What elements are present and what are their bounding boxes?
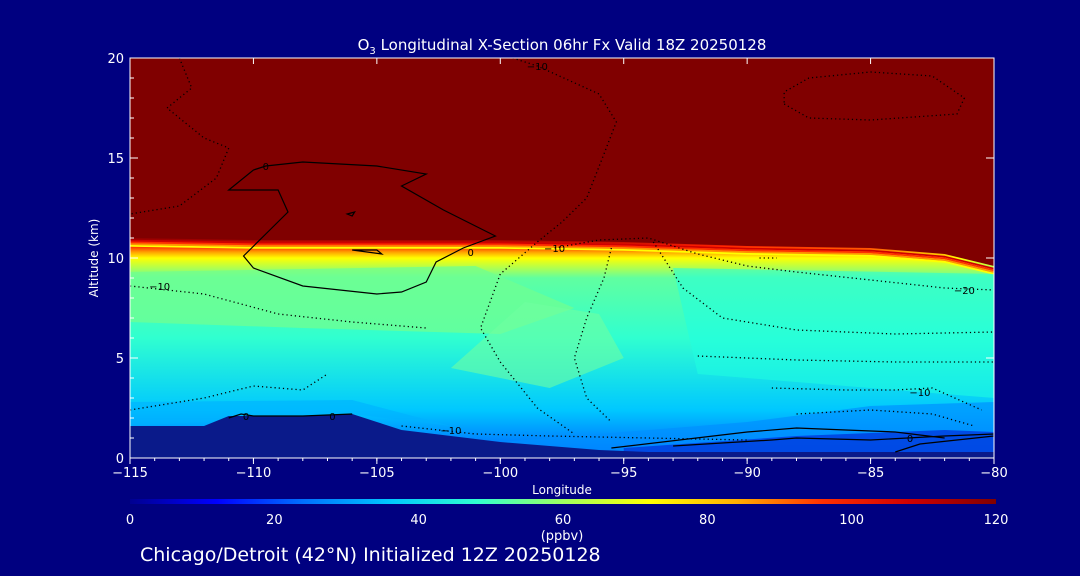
contour-line-zero bbox=[895, 435, 994, 453]
x-tick-label: −80 bbox=[980, 466, 1007, 481]
contour-label: 0 bbox=[243, 412, 249, 423]
x-tick-label: −95 bbox=[610, 466, 637, 481]
contour-label: −10 bbox=[527, 62, 548, 73]
x-tick-label: −110 bbox=[236, 466, 272, 481]
colorbar-tick-label: 80 bbox=[699, 513, 716, 528]
y-tick-label: 20 bbox=[107, 52, 124, 67]
x-tick-label: −90 bbox=[733, 466, 760, 481]
title-subscript: 3 bbox=[369, 46, 375, 57]
colorbar-tick-label: 0 bbox=[126, 513, 134, 528]
x-tick-label: −115 bbox=[112, 466, 148, 481]
contour-label: −10 bbox=[149, 282, 170, 293]
colorbar-tick-label: 40 bbox=[410, 513, 427, 528]
title-main: O bbox=[358, 36, 370, 54]
contour-label: −10 bbox=[544, 244, 565, 255]
contour-label: 0 bbox=[907, 434, 913, 445]
y-tick-label: 5 bbox=[116, 352, 124, 367]
x-tick-label: −100 bbox=[482, 466, 518, 481]
colorbar-tick-label: 60 bbox=[555, 513, 572, 528]
contour-line-negative bbox=[130, 373, 328, 411]
tropopause-band bbox=[130, 241, 994, 272]
contour-line-negative bbox=[783, 71, 966, 121]
contour-line-zero bbox=[228, 413, 353, 419]
y-tick-label: 10 bbox=[107, 252, 124, 267]
title-rest: Longitudinal X-Section 06hr Fx Valid 18Z… bbox=[376, 36, 767, 54]
contour-line-negative bbox=[652, 241, 994, 335]
contour-label: −20 bbox=[954, 286, 975, 297]
contour-line-zero bbox=[345, 211, 356, 217]
stratosphere-region bbox=[130, 58, 994, 266]
colorbar-unit: (ppbv) bbox=[541, 529, 584, 544]
ozone-patch-green bbox=[450, 302, 624, 388]
colorbar-ticks: 0 20 40 60 80 100 120 bbox=[126, 513, 1009, 528]
contour-line-negative bbox=[796, 409, 975, 427]
contour-line-zero bbox=[673, 433, 994, 447]
tropopause-band bbox=[130, 244, 994, 275]
contour-label: 0 bbox=[467, 248, 473, 259]
contour-lines bbox=[130, 58, 994, 453]
plot-area: −10 0 0 −10 −10 −20 −10 0 0 −10 0 bbox=[130, 58, 994, 458]
contour-label: 0 bbox=[263, 162, 269, 173]
ozone-patch-lowblue bbox=[130, 400, 451, 426]
x-tick-label: −85 bbox=[857, 466, 884, 481]
tropopause-band bbox=[130, 243, 994, 273]
contour-line-negative bbox=[479, 58, 618, 435]
footer-caption: Chicago/Detroit (42°N) Initialized 12Z 2… bbox=[140, 544, 601, 566]
colorbar-tick-label: 100 bbox=[839, 513, 864, 528]
contour-line-negative bbox=[573, 247, 613, 423]
colorbar-tick-label: 20 bbox=[266, 513, 283, 528]
x-axis-title: Longitude bbox=[532, 483, 592, 497]
x-tick-label: −105 bbox=[359, 466, 395, 481]
contour-line-zero bbox=[352, 249, 384, 255]
tropopause-band bbox=[130, 239, 994, 270]
ozone-patches bbox=[130, 239, 994, 458]
ozone-patch-darkblue bbox=[623, 430, 994, 458]
contour-line-zero bbox=[611, 427, 945, 449]
contour-label: −10 bbox=[909, 388, 930, 399]
y-tick-label: 15 bbox=[107, 152, 124, 167]
ozone-patch-green bbox=[130, 266, 575, 334]
chart-title: O3 Longitudinal X-Section 06hr Fx Valid … bbox=[358, 36, 767, 57]
ozone-patch-cyan bbox=[673, 268, 994, 398]
contour-label: −10 bbox=[440, 426, 461, 437]
colorbar-tick-label: 120 bbox=[984, 513, 1009, 528]
contour-labels: −10 0 0 −10 −10 −20 −10 0 0 −10 0 bbox=[149, 62, 975, 445]
y-tick-label: 0 bbox=[116, 452, 124, 467]
contour-line-zero bbox=[227, 161, 497, 295]
colorbar bbox=[130, 499, 996, 504]
y-axis-title: Altitude (km) bbox=[87, 219, 101, 298]
y-axis: 0 5 10 15 20 bbox=[107, 52, 994, 467]
x-axis: −115 −110 −105 −100 −95 −90 −85 −80 bbox=[112, 58, 1008, 481]
terrain bbox=[130, 414, 994, 458]
contour-label: 0 bbox=[329, 412, 335, 423]
